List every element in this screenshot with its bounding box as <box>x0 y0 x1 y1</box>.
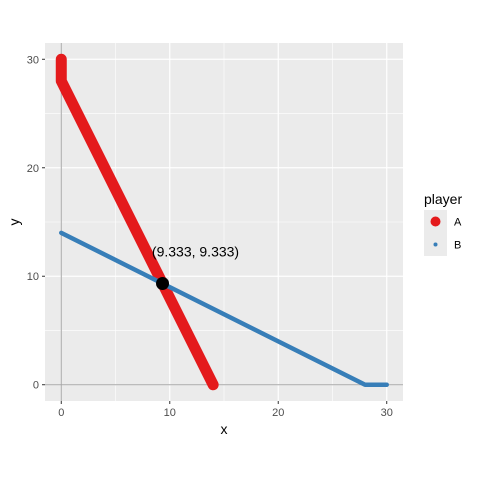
legend-title: player <box>424 191 462 207</box>
legend-swatch-b <box>433 242 438 247</box>
y-tick-label: 0 <box>33 380 39 392</box>
x-axis-title: x <box>221 421 228 437</box>
x-axis-ticks: 0 10 20 30 <box>58 401 393 419</box>
y-tick-label: 20 <box>27 163 39 175</box>
x-tick-label: 20 <box>272 407 284 419</box>
legend-swatch-a <box>430 216 441 227</box>
legend-label-b: B <box>454 240 461 252</box>
minor-gridlines <box>45 43 403 401</box>
intersection-label: (9.333, 9.333) <box>152 243 239 259</box>
reference-lines <box>45 43 403 401</box>
x-tick-label: 30 <box>381 407 393 419</box>
highlight-layer: (9.333, 9.333) <box>152 243 239 290</box>
y-tick-label: 10 <box>27 271 39 283</box>
y-axis-ticks: 0 10 20 30 <box>27 54 45 392</box>
legend-label-a: A <box>454 217 462 229</box>
y-axis-title: y <box>6 219 22 226</box>
y-tick-label: 30 <box>27 54 39 66</box>
x-tick-label: 0 <box>58 407 64 419</box>
x-tick-label: 10 <box>164 407 176 419</box>
legend: player A B <box>424 191 462 256</box>
intersection-point <box>156 276 170 290</box>
